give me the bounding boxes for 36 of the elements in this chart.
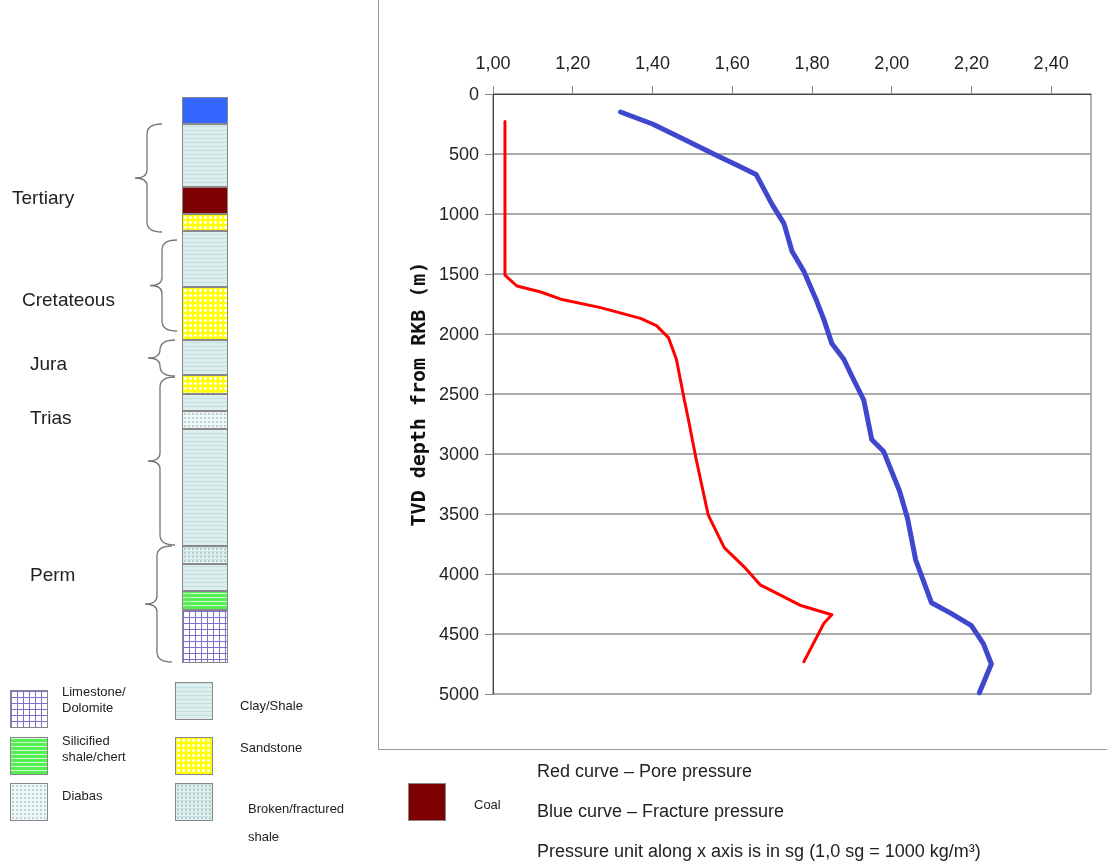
text: Cretateous <box>22 288 115 312</box>
x-tick-label: 1,80 <box>794 53 830 73</box>
text: Coal <box>474 797 501 814</box>
text: Silicified shale/chert <box>62 733 127 766</box>
y-tick-label: 2000 <box>438 324 479 344</box>
text: Clay/Shale <box>240 698 303 715</box>
text: Blue curve – Fracture pressure <box>537 800 785 823</box>
x-tick-label: 1,00 <box>475 53 511 73</box>
x-tick-label: 2,20 <box>953 53 989 73</box>
x-tick-label: 1,60 <box>714 53 750 73</box>
x-tick-label: 2,00 <box>874 53 910 73</box>
text: Perm <box>30 563 76 587</box>
text: Pressure unit along x axis is in sg (1,0 sg = 1000 kg/m³) <box>537 840 981 863</box>
y-tick-label: 500 <box>448 144 479 164</box>
y-tick-label: 5000 <box>438 684 479 704</box>
y-tick-label: 3500 <box>438 504 479 524</box>
text: Red curve – Pore pressure <box>537 760 753 783</box>
x-tick-label: 1,40 <box>634 53 670 73</box>
x-tick-label: 2,40 <box>1033 53 1069 73</box>
text: Limestone/ Dolomite <box>62 684 127 717</box>
text: Trias <box>30 406 72 430</box>
line-series <box>503 120 834 664</box>
y-tick-label: 2500 <box>438 384 479 404</box>
text: Broken/fractured shale <box>248 800 346 846</box>
y-axis-title: TVD depth from RKB (m) <box>406 261 431 527</box>
y-tick-label: 3000 <box>438 444 479 464</box>
y-tick-label: 1000 <box>438 204 479 224</box>
y-tick-label: 0 <box>468 84 479 104</box>
text: Diabas <box>62 788 103 805</box>
text: Sandstone <box>240 740 303 757</box>
y-tick-label: 4500 <box>438 624 479 644</box>
y-tick-label: 4000 <box>438 564 479 584</box>
text: Tertiary <box>12 186 75 210</box>
y-tick-label: 1500 <box>438 264 479 284</box>
x-tick-label: 1,20 <box>555 53 591 73</box>
text: Jura <box>30 352 67 376</box>
